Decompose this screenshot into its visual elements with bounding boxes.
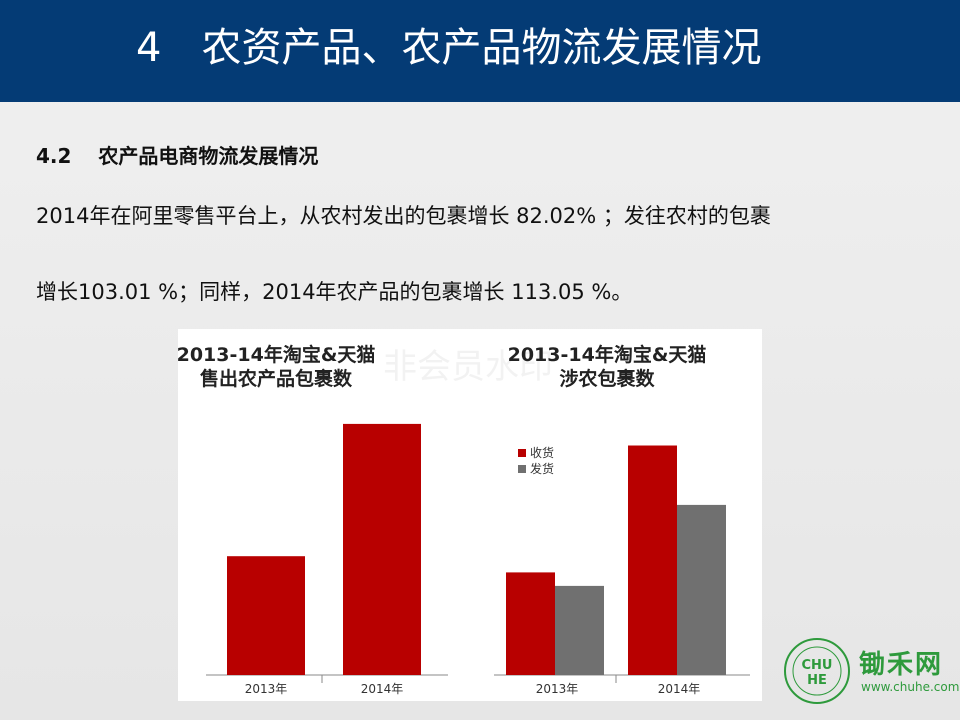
chart-2-legend-label-2: 发货: [530, 461, 554, 476]
chart-2-tick-label-2: 2014年: [658, 682, 701, 696]
chart-2-title-line-2: 涉农包裹数: [559, 367, 655, 390]
chart-2-legend-label-1: 收货: [530, 445, 554, 460]
chart-1-title-line-1: 2013-14年淘宝&天猫: [178, 343, 375, 366]
logo-name: 锄禾网: [859, 650, 944, 680]
chart-2-legend-swatch-1: [518, 449, 526, 457]
paragraph-line-1: 2014年在阿里零售平台上，从农村发出的包裹增长 82.02% ；发往农村的包裹: [36, 204, 771, 228]
chart-1-tick-label-2: 2014年: [361, 682, 404, 696]
chart-2-legend-swatch-2: [518, 465, 526, 473]
paragraph-line-2: 增长103.01 %；同样，2014年农产品的包裹增长 113.05 %。: [36, 280, 633, 304]
chart-panel: 非会员水印 2013-14年淘宝&天猫 售出农产品包裹数 2013年 2014年 201…: [178, 329, 762, 701]
chart-2-bar-收货-2: [628, 445, 677, 675]
chart-1-tick-label-1: 2013年: [245, 682, 288, 696]
chart-2-title-line-1: 2013-14年淘宝&天猫: [508, 343, 707, 366]
logo-url: www.chuhe.com: [861, 680, 960, 694]
page-title: 4 农资产品、农产品物流发展情况: [136, 25, 762, 71]
chart-1-bar-series-1: [227, 556, 305, 675]
chart-2-tick-label-1: 2013年: [536, 682, 579, 696]
chuhe-logo: CHU HE 锄禾网 www.chuhe.com: [779, 636, 959, 706]
svg-text:HE: HE: [807, 673, 827, 688]
header-bar: 4 农资产品、农产品物流发展情况: [0, 0, 960, 102]
chart-2-bar-发货-1: [555, 585, 604, 675]
section-heading: 4.2 农产品电商物流发展情况: [36, 144, 319, 168]
svg-text:CHU: CHU: [802, 658, 833, 673]
watermark-text: 非会员水印: [383, 347, 553, 387]
chart-1-bar-series-2: [343, 423, 421, 675]
chuhe-badge-icon: CHU HE: [784, 638, 850, 704]
chart-2-bar-发货-2: [677, 504, 726, 675]
chart-1-title-line-2: 售出农产品包裹数: [199, 367, 353, 390]
chart-2-bar-收货-1: [506, 572, 555, 675]
